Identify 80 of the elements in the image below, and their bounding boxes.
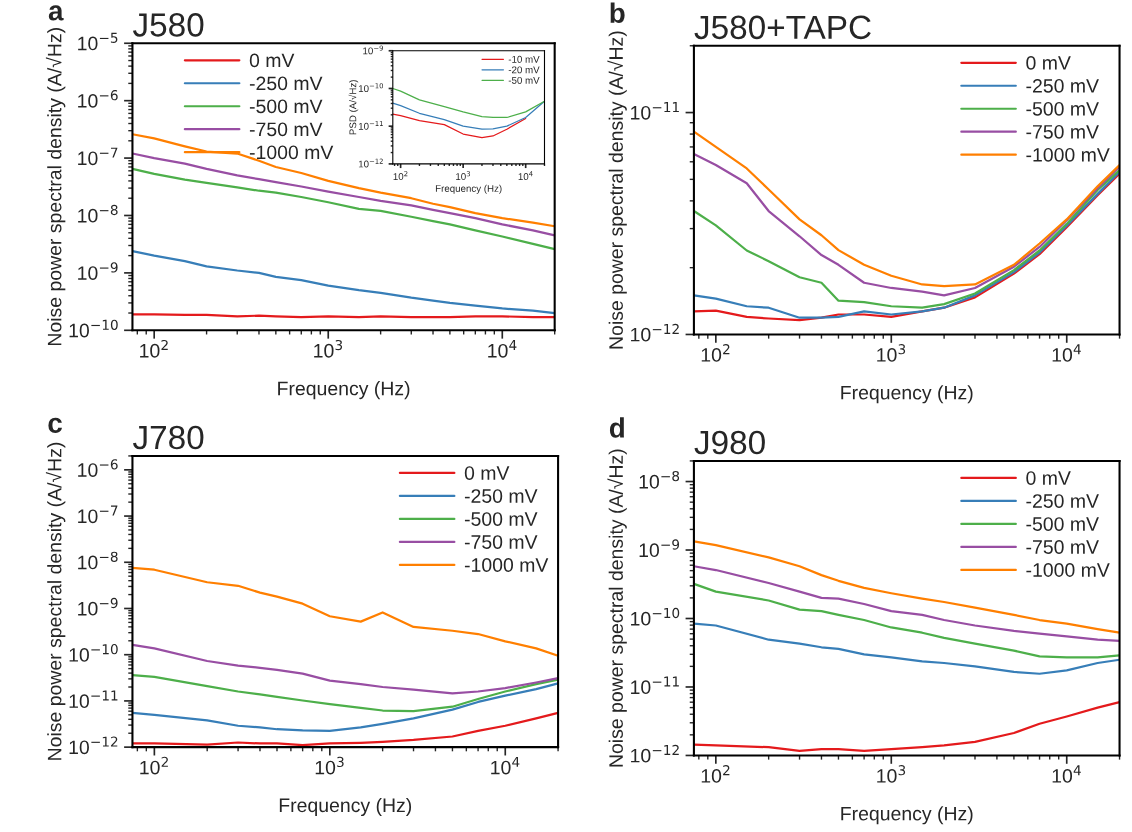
x-axis-title: Frequency (Hz) (278, 381, 410, 400)
legend-label: -750 mV (1026, 540, 1099, 554)
y-tick-label: 10$^{−10}$ (631, 607, 680, 626)
x-tick-label: 10$^{3}$ (877, 765, 906, 783)
y-tick-label: 10$^{−12}$ (358, 158, 383, 168)
legend-label: -500 mV (464, 512, 538, 526)
x-axis-title: Frequency (Hz) (841, 385, 973, 404)
y-tick-label: 10$^{−10}$ (358, 83, 384, 93)
y-tick-label: 10$^{−6}$ (78, 90, 118, 108)
x-tick-label: 10$^{2}$ (701, 344, 730, 362)
y-tick-label: 10$^{−10}$ (69, 319, 118, 338)
x-tick-label: 10$^{4}$ (1052, 344, 1081, 362)
legend-label: -500 mV (1026, 101, 1099, 116)
y-tick-label: 10$^{−6}$ (78, 459, 118, 477)
x-tick-label: 10$^{4}$ (1052, 765, 1081, 783)
legend-label: -10 mV (508, 55, 540, 63)
x-tick-label: 10$^{3}$ (877, 344, 906, 362)
legend-label: -1000 mV (1026, 147, 1110, 162)
text: c (48, 417, 62, 433)
y-tick-label: 10$^{−8}$ (78, 551, 118, 570)
legend-label: -1000 mV (464, 558, 549, 572)
x-tick-label: 10$^{2}$ (140, 756, 168, 775)
y-tick-label: 10$^{−12}$ (631, 744, 679, 763)
text: b (610, 2, 625, 23)
legend-label: -250 mV (249, 76, 323, 91)
legend-label: -1000 mV (249, 145, 334, 160)
legend-label: -250 mV (1026, 494, 1099, 508)
chart-title: J980 (694, 430, 765, 455)
legend-label: -250 mV (464, 489, 538, 503)
x-tick-label: 10$^{2}$ (393, 171, 408, 180)
x-tick-label: 10$^{2}$ (140, 339, 168, 358)
chart-title: J780 (132, 425, 204, 450)
legend-label: -50 mV (508, 76, 540, 84)
y-tick-label: 10$^{−9}$ (78, 597, 118, 616)
text: a (48, 5, 64, 21)
y-tick-label: 10$^{−8}$ (78, 204, 118, 223)
legend-label: -500 mV (1026, 517, 1099, 531)
legend-label: -1000 mV (1026, 563, 1110, 577)
y-tick-label: 10$^{−7}$ (78, 505, 118, 524)
legend-label: 0 mV (1026, 56, 1071, 70)
legend-label: 0 mV (464, 466, 510, 480)
y-tick-label: 10$^{−12}$ (631, 323, 679, 342)
x-tick-label: 10$^{4}$ (488, 340, 517, 358)
y-tick-label: 10$^{−11}$ (631, 102, 679, 120)
y-tick-label: 10$^{−7}$ (78, 147, 118, 166)
x-tick-label: 10$^{3}$ (456, 171, 471, 180)
x-axis-title: Frequency (Hz) (279, 797, 412, 817)
x-tick-label: 10$^{4}$ (491, 756, 520, 775)
legend-label: -750 mV (249, 122, 323, 137)
y-tick-label: 10$^{−10}$ (69, 644, 118, 662)
y-axis-title: Noise power spectral density (A/√Hz) (607, 31, 627, 349)
legend-label: -500 mV (249, 99, 323, 114)
y-tick-label: 10$^{−8}$ (639, 470, 680, 489)
legend-label: 0 mV (249, 53, 295, 68)
legend-label: -20 mV (508, 66, 540, 74)
legend-label: -750 mV (1026, 124, 1099, 139)
y-axis-title: PSD (A/√Hz) (348, 80, 359, 135)
text: d (609, 417, 624, 438)
x-tick-label: 10$^{2}$ (701, 765, 730, 783)
legend-label: -250 mV (1026, 78, 1099, 93)
y-tick-label: 10$^{−11}$ (631, 676, 679, 695)
y-axis-title: Noise power spectral density (A/√Hz) (45, 28, 66, 346)
y-tick-label: 10$^{−9}$ (78, 262, 118, 280)
x-tick-label: 10$^{3}$ (315, 756, 344, 775)
x-axis-title: Frequency (Hz) (435, 184, 502, 194)
y-tick-label: 10$^{−11}$ (69, 690, 118, 709)
y-tick-label: 10$^{−9}$ (639, 539, 680, 558)
y-axis-title: Noise power spectral density (A/√Hz) (607, 449, 627, 767)
y-tick-label: 10$^{−11}$ (358, 120, 383, 130)
x-tick-label: 10$^{3}$ (314, 339, 343, 358)
chart-title: J580+TAPC (694, 15, 871, 40)
y-tick-label: 10$^{−12}$ (69, 736, 118, 755)
legend-label: -750 mV (464, 535, 538, 549)
y-tick-label: 10$^{−5}$ (78, 32, 118, 51)
x-axis-title: Frequency (Hz) (841, 806, 973, 825)
chart-title: J580 (132, 13, 204, 37)
legend-label: 0 mV (1026, 471, 1071, 485)
y-tick-label: 10$^{−9}$ (363, 45, 383, 55)
y-axis-title: Noise power spectral density (A/√Hz) (45, 442, 66, 760)
x-tick-label: 10$^{4}$ (518, 171, 533, 181)
